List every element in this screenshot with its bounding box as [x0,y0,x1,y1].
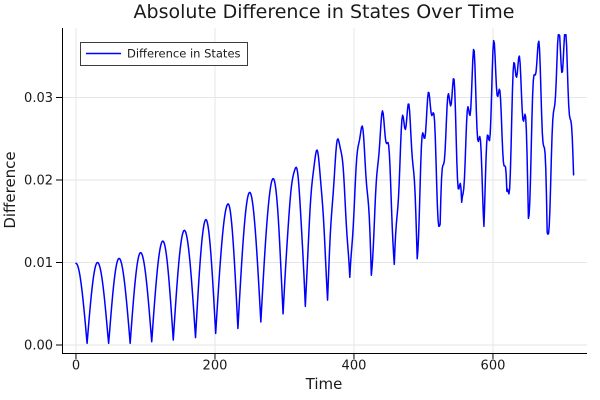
y-tick-label: 0.00 [24,338,53,353]
chart-title: Absolute Difference in States Over Time [134,1,515,23]
y-tick-label: 0.02 [24,173,53,188]
gridlines [62,28,587,353]
legend-box [80,42,248,66]
tick-labels: 0 200 400 600 0.00 0.01 0.02 0.03 [24,91,505,374]
x-tick-label: 600 [481,359,506,374]
legend-label: Difference in States [127,47,241,61]
x-tick-label: 200 [203,359,228,374]
x-tick-label: 0 [72,359,80,374]
x-axis-label: Time [305,375,343,393]
legend: Difference in States [80,42,248,66]
difference-series-line [75,34,575,345]
y-tick-label: 0.01 [24,256,53,271]
axes [62,28,587,354]
tick-marks [56,96,494,359]
y-axis-label: Difference [1,151,19,228]
x-tick-label: 400 [342,359,367,374]
y-tick-label: 0.03 [24,91,53,106]
